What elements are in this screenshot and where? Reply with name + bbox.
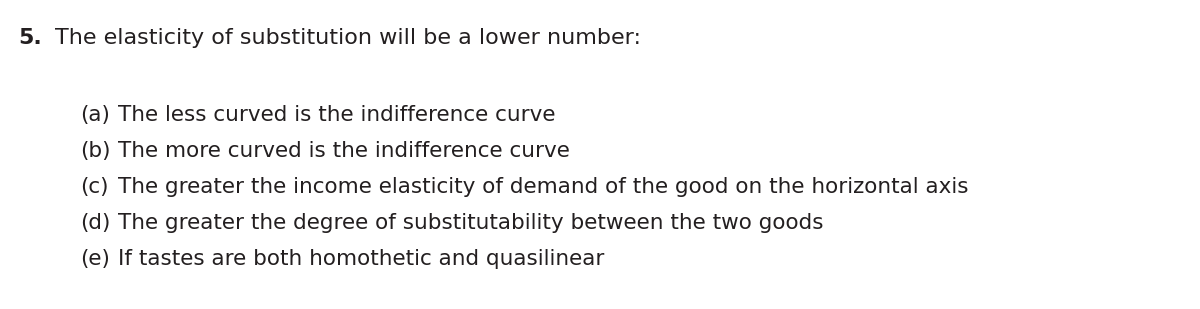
Text: The more curved is the indifference curve: The more curved is the indifference curv… <box>118 141 570 161</box>
Text: (e): (e) <box>80 249 110 269</box>
Text: The elasticity of substitution will be a lower number:: The elasticity of substitution will be a… <box>55 28 641 48</box>
Text: The less curved is the indifference curve: The less curved is the indifference curv… <box>118 105 556 125</box>
Text: (a): (a) <box>80 105 110 125</box>
Text: 5.: 5. <box>18 28 42 48</box>
Text: (d): (d) <box>80 213 110 233</box>
Text: The greater the income elasticity of demand of the good on the horizontal axis: The greater the income elasticity of dem… <box>118 177 968 197</box>
Text: If tastes are both homothetic and quasilinear: If tastes are both homothetic and quasil… <box>118 249 605 269</box>
Text: (b): (b) <box>80 141 110 161</box>
Text: (c): (c) <box>80 177 108 197</box>
Text: The greater the degree of substitutability between the two goods: The greater the degree of substitutabili… <box>118 213 823 233</box>
